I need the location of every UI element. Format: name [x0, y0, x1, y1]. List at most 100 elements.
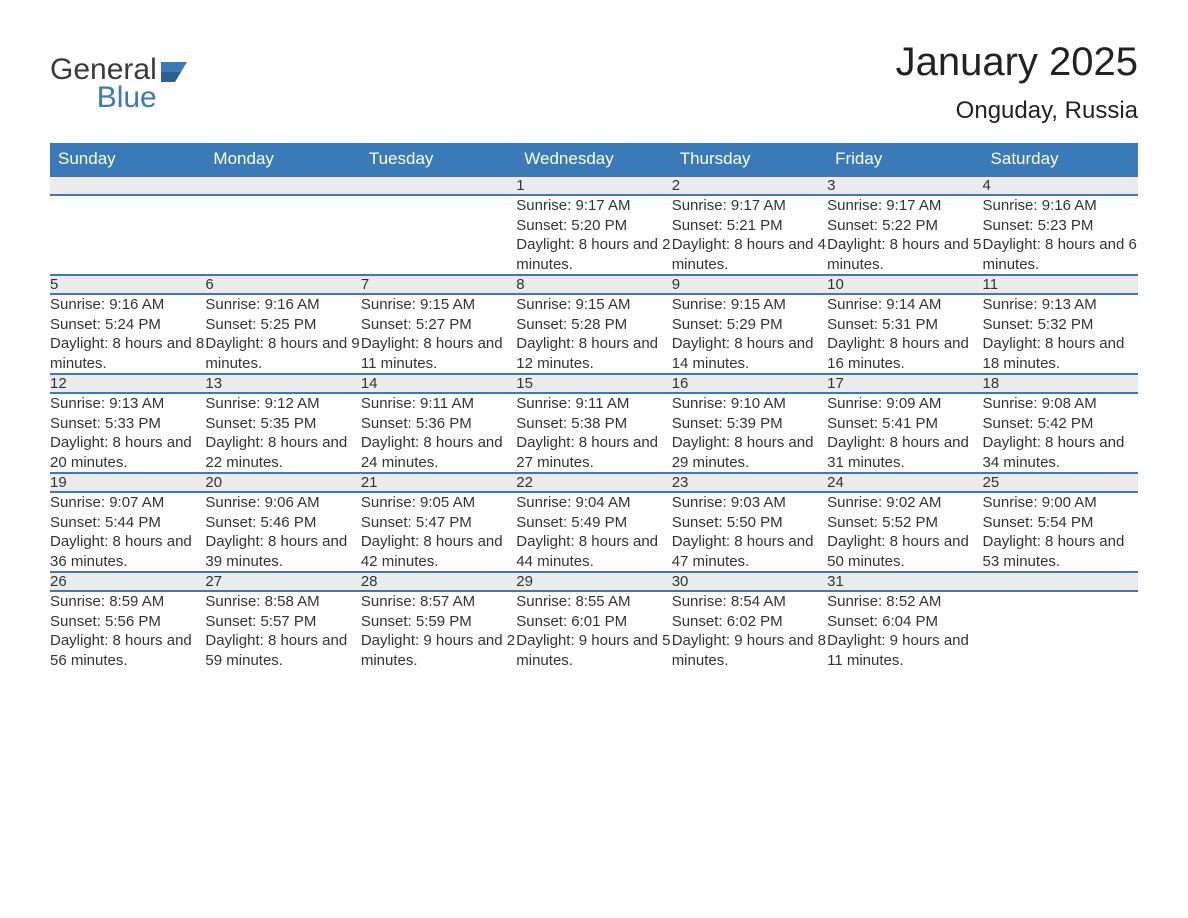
daylight-line: Daylight: 8 hours and 9 minutes.: [205, 334, 360, 373]
sunset-line: Sunset: 5:46 PM: [205, 513, 360, 533]
sunrise-line: Sunrise: 8:52 AM: [827, 592, 982, 612]
calendar-table: Sunday Monday Tuesday Wednesday Thursday…: [50, 143, 1138, 670]
sunrise-line: Sunrise: 9:11 AM: [361, 394, 516, 414]
day-detail-cell: Sunrise: 9:05 AMSunset: 5:47 PMDaylight:…: [361, 492, 516, 572]
sunrise-line: Sunrise: 8:57 AM: [361, 592, 516, 612]
sunset-line: Sunset: 5:56 PM: [50, 612, 205, 632]
daylight-line: Daylight: 8 hours and 31 minutes.: [827, 433, 982, 472]
daylight-line: Daylight: 8 hours and 29 minutes.: [672, 433, 827, 472]
weekday-header: Monday: [205, 143, 360, 176]
daylight-line: Daylight: 9 hours and 5 minutes.: [516, 631, 671, 670]
day-detail-cell: Sunrise: 9:08 AMSunset: 5:42 PMDaylight:…: [983, 393, 1138, 473]
day-detail-cell: Sunrise: 9:00 AMSunset: 5:54 PMDaylight:…: [983, 492, 1138, 572]
day-number: 25: [983, 474, 1000, 491]
sunrise-line: Sunrise: 9:06 AM: [205, 493, 360, 513]
day-number-cell: 10: [827, 275, 982, 294]
day-number: 7: [361, 276, 369, 293]
sunset-line: Sunset: 5:28 PM: [516, 315, 671, 335]
weekday-header: Sunday: [50, 143, 205, 176]
daylight-line: Daylight: 8 hours and 44 minutes.: [516, 532, 671, 571]
sunset-line: Sunset: 5:42 PM: [983, 414, 1138, 434]
daylight-line: Daylight: 8 hours and 16 minutes.: [827, 334, 982, 373]
sunrise-line: Sunrise: 9:05 AM: [361, 493, 516, 513]
day-detail-cell: [983, 591, 1138, 670]
sunset-line: Sunset: 5:57 PM: [205, 612, 360, 632]
sunset-line: Sunset: 5:38 PM: [516, 414, 671, 434]
weekday-header-row: Sunday Monday Tuesday Wednesday Thursday…: [50, 143, 1138, 176]
day-number-cell: [983, 572, 1138, 591]
day-number: 26: [50, 573, 67, 590]
day-number: 2: [672, 177, 680, 194]
day-detail-cell: Sunrise: 9:16 AMSunset: 5:24 PMDaylight:…: [50, 294, 205, 374]
day-detail-cell: Sunrise: 9:17 AMSunset: 5:21 PMDaylight:…: [672, 195, 827, 275]
daylight-line: Daylight: 9 hours and 8 minutes.: [672, 631, 827, 670]
sunset-line: Sunset: 5:23 PM: [983, 216, 1138, 236]
day-detail-cell: Sunrise: 9:15 AMSunset: 5:28 PMDaylight:…: [516, 294, 671, 374]
day-detail-cell: Sunrise: 8:55 AMSunset: 6:01 PMDaylight:…: [516, 591, 671, 670]
day-number-cell: 16: [672, 374, 827, 393]
daylight-line: Daylight: 8 hours and 12 minutes.: [516, 334, 671, 373]
day-detail-cell: Sunrise: 9:14 AMSunset: 5:31 PMDaylight:…: [827, 294, 982, 374]
weekday-header: Wednesday: [516, 143, 671, 176]
sunset-line: Sunset: 6:01 PM: [516, 612, 671, 632]
sunset-line: Sunset: 5:47 PM: [361, 513, 516, 533]
day-number-cell: 6: [205, 275, 360, 294]
day-number: 14: [361, 375, 378, 392]
sunset-line: Sunset: 5:25 PM: [205, 315, 360, 335]
brand-text: General Blue: [50, 55, 157, 113]
sunrise-line: Sunrise: 9:15 AM: [516, 295, 671, 315]
sunset-line: Sunset: 5:35 PM: [205, 414, 360, 434]
day-number: 27: [205, 573, 222, 590]
day-detail-cell: Sunrise: 8:58 AMSunset: 5:57 PMDaylight:…: [205, 591, 360, 670]
sunset-line: Sunset: 5:59 PM: [361, 612, 516, 632]
sunset-line: Sunset: 5:54 PM: [983, 513, 1138, 533]
day-number-cell: 12: [50, 374, 205, 393]
daylight-line: Daylight: 9 hours and 2 minutes.: [361, 631, 516, 670]
day-detail-cell: Sunrise: 8:57 AMSunset: 5:59 PMDaylight:…: [361, 591, 516, 670]
day-detail-cell: Sunrise: 9:07 AMSunset: 5:44 PMDaylight:…: [50, 492, 205, 572]
sunset-line: Sunset: 5:22 PM: [827, 216, 982, 236]
day-number: 22: [516, 474, 533, 491]
day-number: 18: [983, 375, 1000, 392]
day-detail-cell: Sunrise: 9:13 AMSunset: 5:33 PMDaylight:…: [50, 393, 205, 473]
daynum-row: 262728293031: [50, 572, 1138, 591]
daylight-line: Daylight: 8 hours and 11 minutes.: [361, 334, 516, 373]
sunset-line: Sunset: 5:29 PM: [672, 315, 827, 335]
day-number-cell: 13: [205, 374, 360, 393]
sunset-line: Sunset: 5:33 PM: [50, 414, 205, 434]
daylight-line: Daylight: 8 hours and 8 minutes.: [50, 334, 205, 373]
day-number-cell: 9: [672, 275, 827, 294]
day-detail-cell: Sunrise: 9:10 AMSunset: 5:39 PMDaylight:…: [672, 393, 827, 473]
sunrise-line: Sunrise: 9:16 AM: [50, 295, 205, 315]
page-header: January 2025 Onguday, Russia: [50, 40, 1138, 125]
daylight-line: Daylight: 8 hours and 20 minutes.: [50, 433, 205, 472]
sunset-line: Sunset: 5:50 PM: [672, 513, 827, 533]
detail-row: Sunrise: 9:07 AMSunset: 5:44 PMDaylight:…: [50, 492, 1138, 572]
daylight-line: Daylight: 8 hours and 53 minutes.: [983, 532, 1138, 571]
sunrise-line: Sunrise: 9:00 AM: [983, 493, 1138, 513]
sunrise-line: Sunrise: 9:16 AM: [205, 295, 360, 315]
weekday-header: Friday: [827, 143, 982, 176]
day-number-cell: 2: [672, 176, 827, 195]
daylight-line: Daylight: 8 hours and 50 minutes.: [827, 532, 982, 571]
day-detail-cell: Sunrise: 9:06 AMSunset: 5:46 PMDaylight:…: [205, 492, 360, 572]
day-number-cell: 27: [205, 572, 360, 591]
day-number: 8: [516, 276, 524, 293]
daylight-line: Daylight: 9 hours and 11 minutes.: [827, 631, 982, 670]
sunrise-line: Sunrise: 9:03 AM: [672, 493, 827, 513]
sunrise-line: Sunrise: 8:59 AM: [50, 592, 205, 612]
day-number: 1: [516, 177, 524, 194]
daylight-line: Daylight: 8 hours and 39 minutes.: [205, 532, 360, 571]
day-number: 10: [827, 276, 844, 293]
sunset-line: Sunset: 6:04 PM: [827, 612, 982, 632]
day-number: 20: [205, 474, 222, 491]
daynum-row: 12131415161718: [50, 374, 1138, 393]
day-detail-cell: Sunrise: 9:11 AMSunset: 5:36 PMDaylight:…: [361, 393, 516, 473]
weekday-header: Tuesday: [361, 143, 516, 176]
sunset-line: Sunset: 5:44 PM: [50, 513, 205, 533]
day-number-cell: 5: [50, 275, 205, 294]
sunset-line: Sunset: 5:24 PM: [50, 315, 205, 335]
day-detail-cell: Sunrise: 9:12 AMSunset: 5:35 PMDaylight:…: [205, 393, 360, 473]
sunrise-line: Sunrise: 9:15 AM: [672, 295, 827, 315]
detail-row: Sunrise: 9:16 AMSunset: 5:24 PMDaylight:…: [50, 294, 1138, 374]
